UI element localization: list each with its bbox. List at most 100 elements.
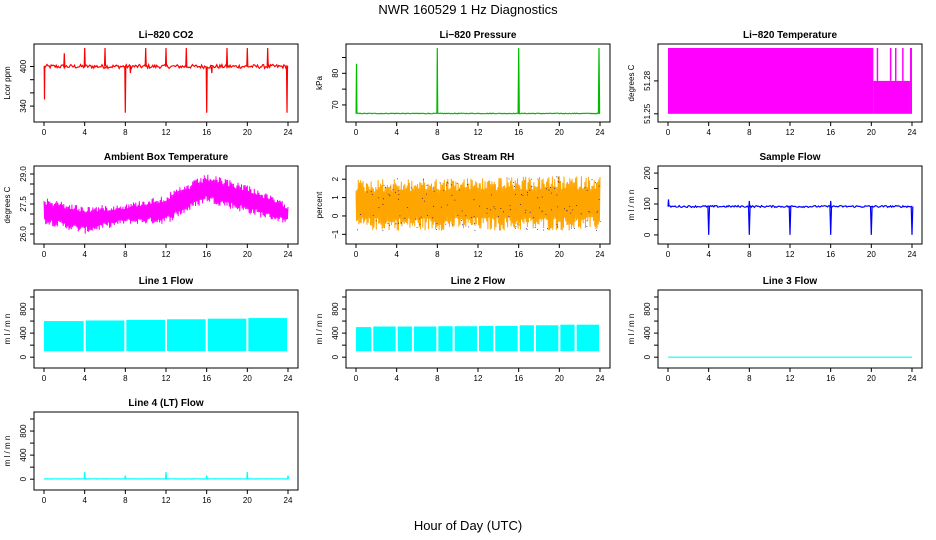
panel-9: Line 3 Flow m l / m n 0 4 8 12 16 20 24 0 400 800 xyxy=(627,276,923,383)
x-tick-label: 12 xyxy=(162,374,171,383)
x-tick-label: 8 xyxy=(435,128,440,137)
x-tick-label: 0 xyxy=(42,128,47,137)
series-band xyxy=(495,325,518,352)
series-spike xyxy=(164,471,168,479)
y-tick-label: −1 xyxy=(331,229,340,239)
x-tick-label: 8 xyxy=(747,128,752,137)
series-spike xyxy=(225,47,229,67)
x-tick-label: 4 xyxy=(394,374,399,383)
y-tick-label: 800 xyxy=(19,424,28,438)
panel-title: Line 4 (LT) Flow xyxy=(128,398,204,409)
y-tick-label: 100 xyxy=(643,197,652,211)
x-tick-label: 20 xyxy=(243,374,252,383)
x-tick-label: 20 xyxy=(555,374,564,383)
series-band xyxy=(85,320,125,352)
x-tick-label: 24 xyxy=(908,128,917,137)
series-spike xyxy=(910,206,914,235)
x-tick-label: 4 xyxy=(394,250,399,259)
series-spike xyxy=(747,206,751,235)
series-spike xyxy=(285,66,289,113)
y-tick-label: 0 xyxy=(19,354,28,359)
y-tick-label: 26.0 xyxy=(19,226,28,242)
series-spike xyxy=(144,47,147,67)
y-tick-label: 0 xyxy=(643,232,652,237)
y-axis-label: kPa xyxy=(315,76,324,90)
y-tick-label: 80 xyxy=(331,68,340,77)
panel-title: Line 3 Flow xyxy=(763,276,818,287)
y-axis-label: percent xyxy=(315,191,324,218)
series-spike xyxy=(83,47,86,67)
y-tick-label: 400 xyxy=(331,326,340,340)
x-tick-label: 20 xyxy=(867,128,876,137)
series-band xyxy=(519,325,534,352)
series-band xyxy=(126,319,165,352)
series-band xyxy=(356,327,372,352)
x-tick-label: 4 xyxy=(394,128,399,137)
panel-title: Sample Flow xyxy=(759,152,820,163)
series-spike xyxy=(124,475,127,479)
x-tick-label: 16 xyxy=(826,374,835,383)
x-tick-label: 20 xyxy=(243,250,252,259)
series-line xyxy=(667,204,913,209)
x-tick-label: 4 xyxy=(82,496,87,505)
x-tick-label: 0 xyxy=(666,128,671,137)
series-spike xyxy=(869,206,873,235)
x-tick-label: 24 xyxy=(596,250,605,259)
series-spike xyxy=(210,66,213,74)
y-tick-label: 400 xyxy=(19,448,28,462)
x-tick-label: 12 xyxy=(474,128,483,137)
x-tick-label: 8 xyxy=(747,250,752,259)
series-band xyxy=(167,319,206,352)
x-tick-label: 4 xyxy=(82,374,87,383)
panel-10: Line 4 (LT) Flow m l / m n 0 4 8 12 16 20 24 0 400… xyxy=(3,398,299,505)
series-band xyxy=(479,325,494,352)
x-tick-label: 0 xyxy=(42,496,47,505)
y-axis-label: m l / m n xyxy=(627,190,636,221)
x-tick-label: 0 xyxy=(666,374,671,383)
x-tick-label: 20 xyxy=(867,374,876,383)
panel-title: Li−820 CO2 xyxy=(139,30,194,41)
panel-2: Li−820 Pressure kPa 0 4 8 12 16 20 24 70 80 xyxy=(315,30,611,137)
y-tick-label: 0 xyxy=(331,213,340,218)
x-tick-label: 20 xyxy=(555,250,564,259)
x-tick-label: 0 xyxy=(354,374,359,383)
page-title: NWR 160529 1 Hz Diagnostics xyxy=(378,2,558,17)
x-tick-label: 8 xyxy=(747,374,752,383)
plot-frame xyxy=(657,289,923,369)
y-tick-label: 800 xyxy=(19,302,28,316)
x-tick-label: 8 xyxy=(123,374,128,383)
y-axis-label: m l / m n xyxy=(315,314,324,345)
y-tick-label: 0 xyxy=(331,354,340,359)
x-tick-label: 20 xyxy=(243,496,252,505)
x-tick-label: 8 xyxy=(123,496,128,505)
x-tick-label: 0 xyxy=(354,250,359,259)
x-tick-label: 24 xyxy=(596,128,605,137)
panel-title: Ambient Box Temperature xyxy=(104,152,229,163)
y-axis-label: degrees C xyxy=(627,64,636,101)
series-band xyxy=(454,326,477,352)
x-tick-label: 12 xyxy=(162,128,171,137)
x-tick-label: 16 xyxy=(514,374,523,383)
series-spike xyxy=(355,63,358,114)
y-tick-label: 800 xyxy=(331,302,340,316)
series-band xyxy=(873,80,910,114)
page-x-axis-label: Hour of Day (UTC) xyxy=(413,518,523,533)
panel-3: Li−820 Temperature degrees C 0 4 8 12 16 20 24 51… xyxy=(627,30,923,137)
series-line xyxy=(355,176,601,231)
series-spike xyxy=(205,475,208,479)
series-spike xyxy=(517,47,520,114)
x-tick-label: 0 xyxy=(666,250,671,259)
y-tick-label: 29.0 xyxy=(19,166,28,182)
x-tick-label: 12 xyxy=(474,374,483,383)
series-spike xyxy=(103,47,107,67)
y-axis-label: m l / m n xyxy=(3,436,12,467)
x-tick-label: 4 xyxy=(706,374,711,383)
y-axis-label: m l / m n xyxy=(3,314,12,345)
panel-8: Line 2 Flow m l / m n 0 4 8 12 16 20 24 0 400 800 xyxy=(315,276,611,383)
series-spike xyxy=(205,66,208,113)
y-tick-label: 0 xyxy=(19,476,28,481)
series-spike xyxy=(164,47,168,67)
series-spike xyxy=(829,206,833,235)
y-tick-label: 400 xyxy=(643,326,652,340)
x-tick-label: 12 xyxy=(786,250,795,259)
